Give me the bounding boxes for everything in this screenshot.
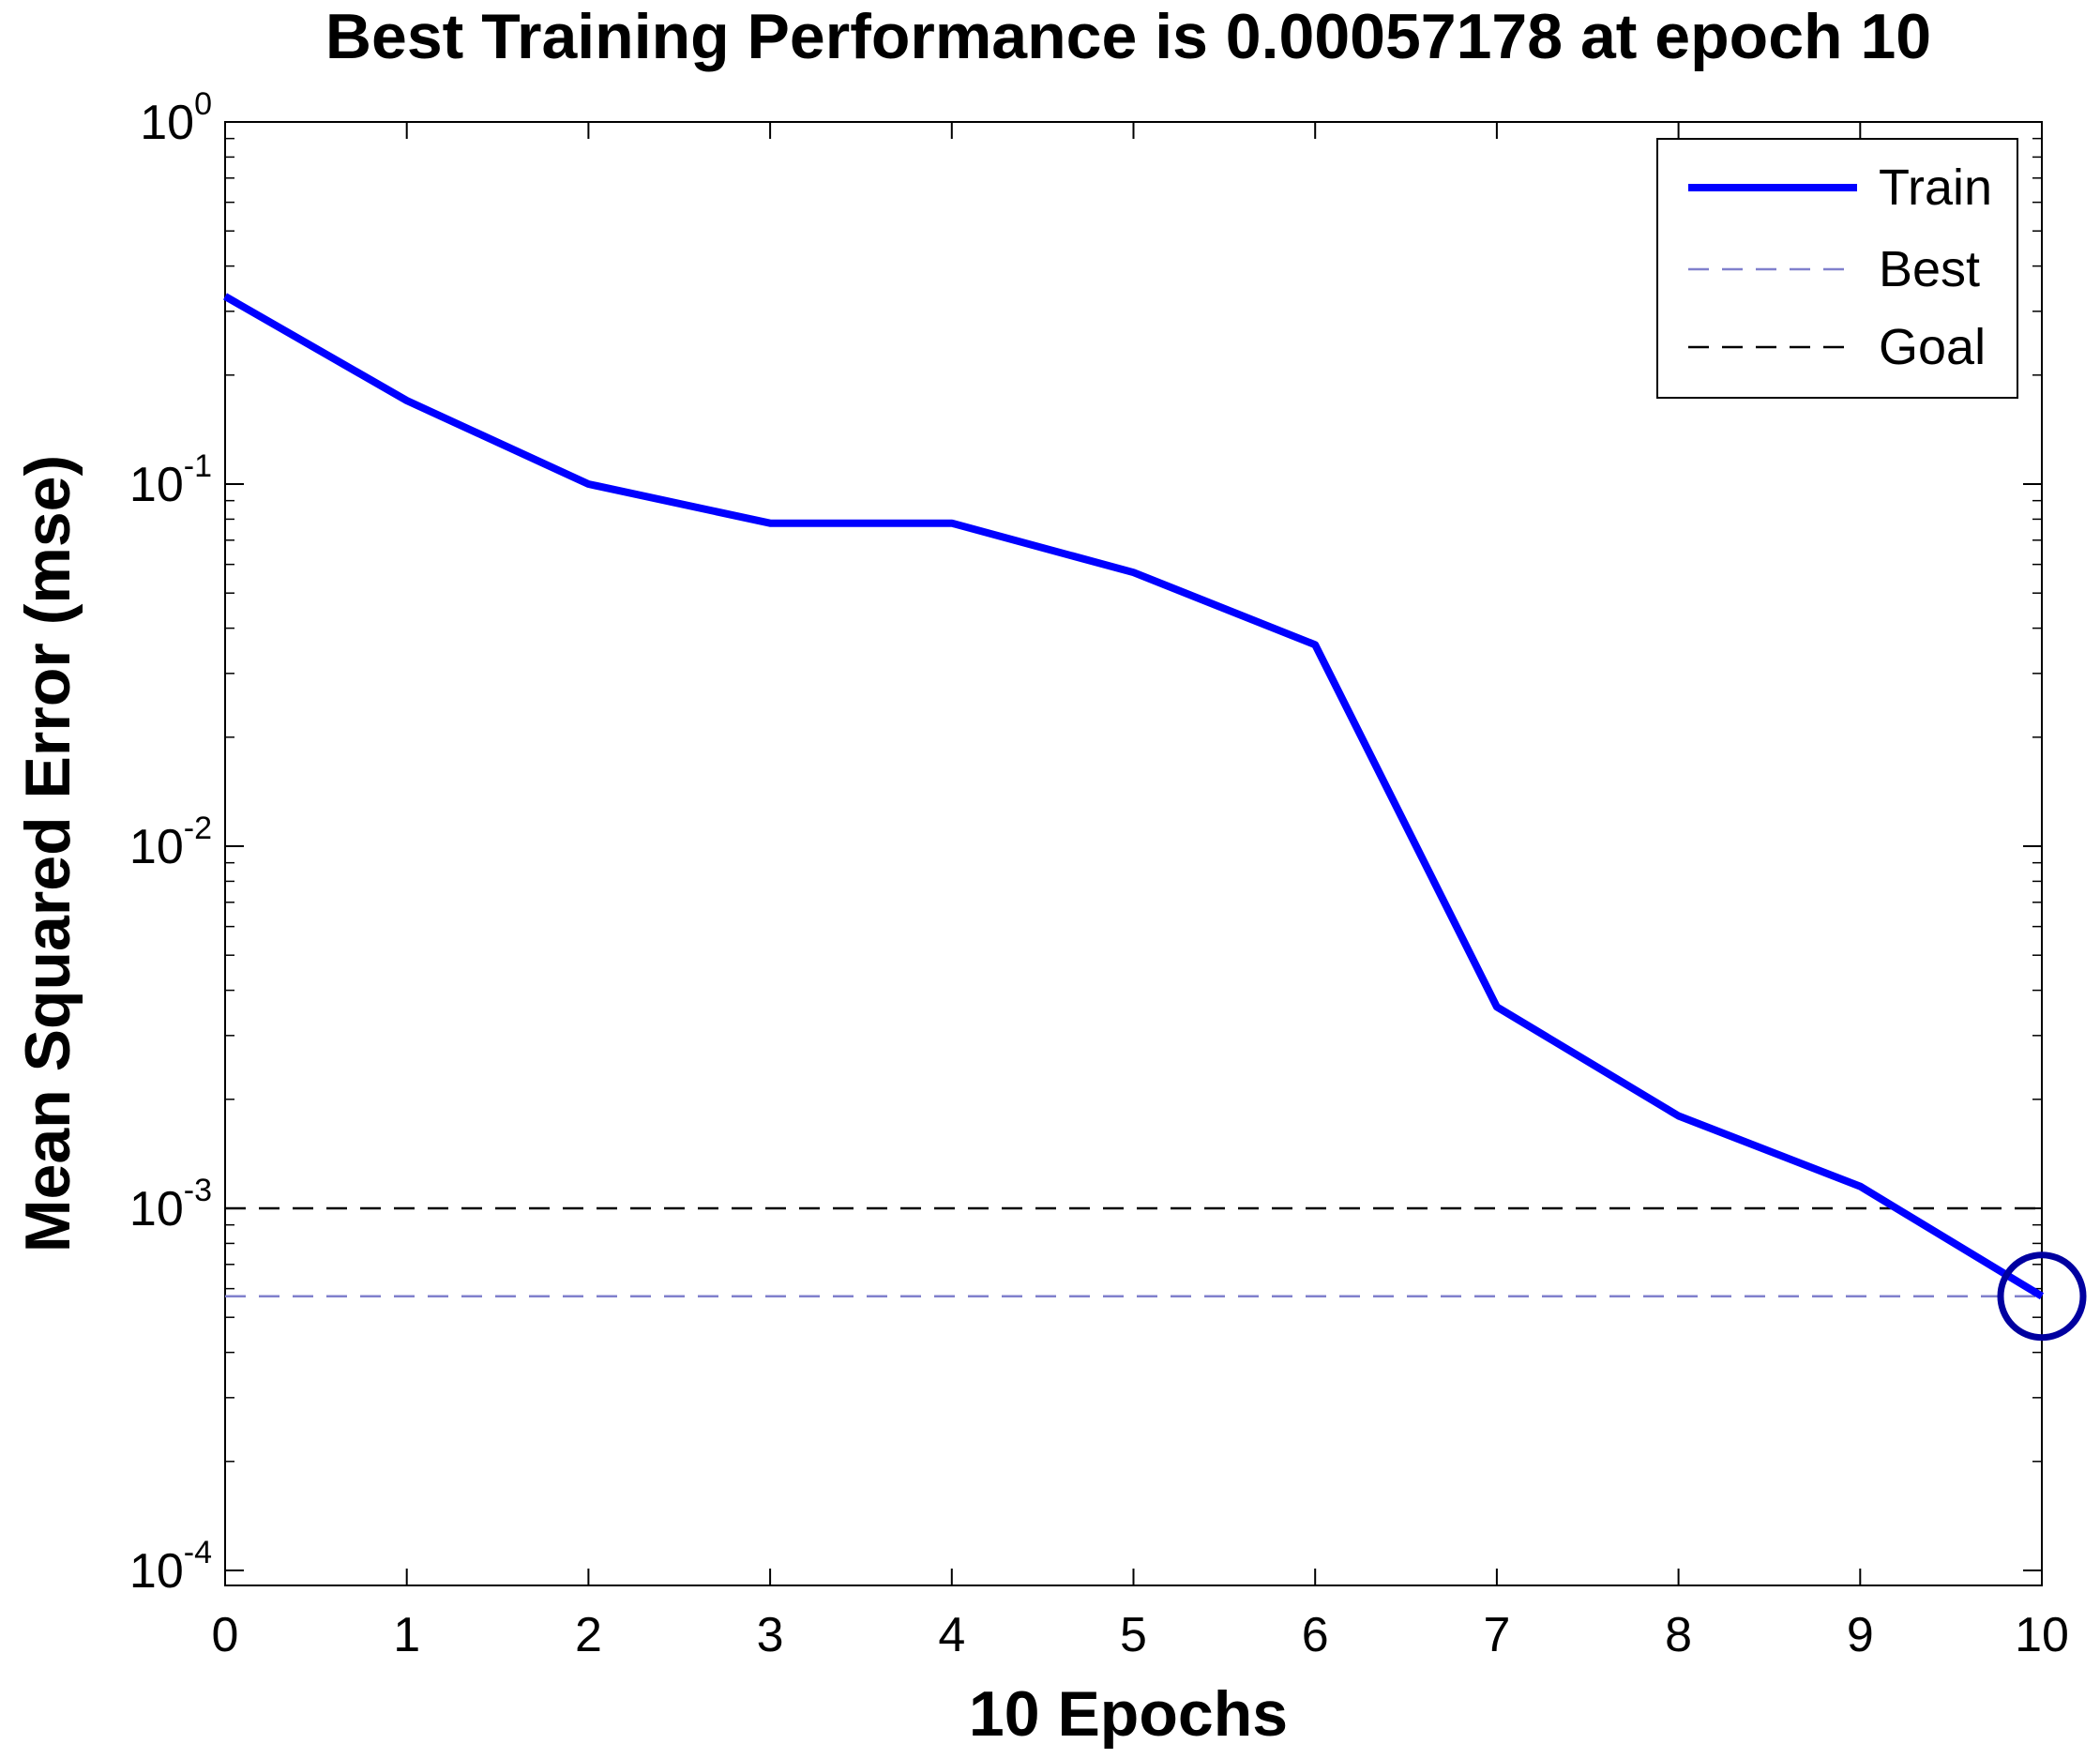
legend-label-train: Train [1879,159,1992,216]
legend: Train Best Goal [1656,138,2018,399]
series-line-train [223,293,2045,1300]
best-point-marker [1997,1251,2087,1342]
y-tick-exponent: 0 [194,86,212,122]
x-tick-label: 5 [1120,1608,1147,1662]
chart-title: Best Training Performance is 0.00057178 … [325,1,1931,72]
y-tick-base: 10 [129,820,184,874]
x-axis-label: 10 Epochs [969,1678,1288,1750]
legend-label-goal: Goal [1879,319,1986,375]
x-tick-label: 9 [1847,1608,1874,1662]
y-axis-label: Mean Squared Error (mse) [12,455,83,1252]
x-tick-label: 10 [2015,1608,2069,1662]
y-tick-label: 10-3 [129,1173,212,1236]
x-tick-label: 3 [757,1608,784,1662]
x-tick-label: 4 [938,1608,965,1662]
x-tick-label: 0 [212,1608,239,1662]
legend-label-best: Best [1879,241,1980,297]
y-tick-label: 100 [140,86,212,150]
x-tick-label: 8 [1665,1608,1692,1662]
legend-items: Train Best Goal [1688,159,1992,375]
x-tick-label: 1 [393,1608,420,1662]
y-tick-base: 10 [129,458,184,512]
y-tick-label: 10-1 [129,448,212,512]
x-axis-ticks: 0 1 2 3 4 5 6 7 8 9 10 [212,122,2069,1662]
y-tick-exponent: -1 [184,448,212,484]
y-tick-label: 10-2 [129,811,212,874]
y-tick-base: 10 [129,1182,184,1236]
y-tick-base: 10 [140,96,194,150]
series-layer [223,293,2087,1342]
y-tick-exponent: -4 [184,1535,212,1570]
x-tick-label: 2 [575,1608,602,1662]
y-tick-label: 10-4 [129,1535,212,1599]
y-tick-base: 10 [129,1544,184,1599]
x-tick-label: 6 [1302,1608,1329,1662]
y-tick-exponent: -2 [184,811,212,846]
y-tick-exponent: -3 [184,1173,212,1208]
x-tick-label: 7 [1483,1608,1510,1662]
